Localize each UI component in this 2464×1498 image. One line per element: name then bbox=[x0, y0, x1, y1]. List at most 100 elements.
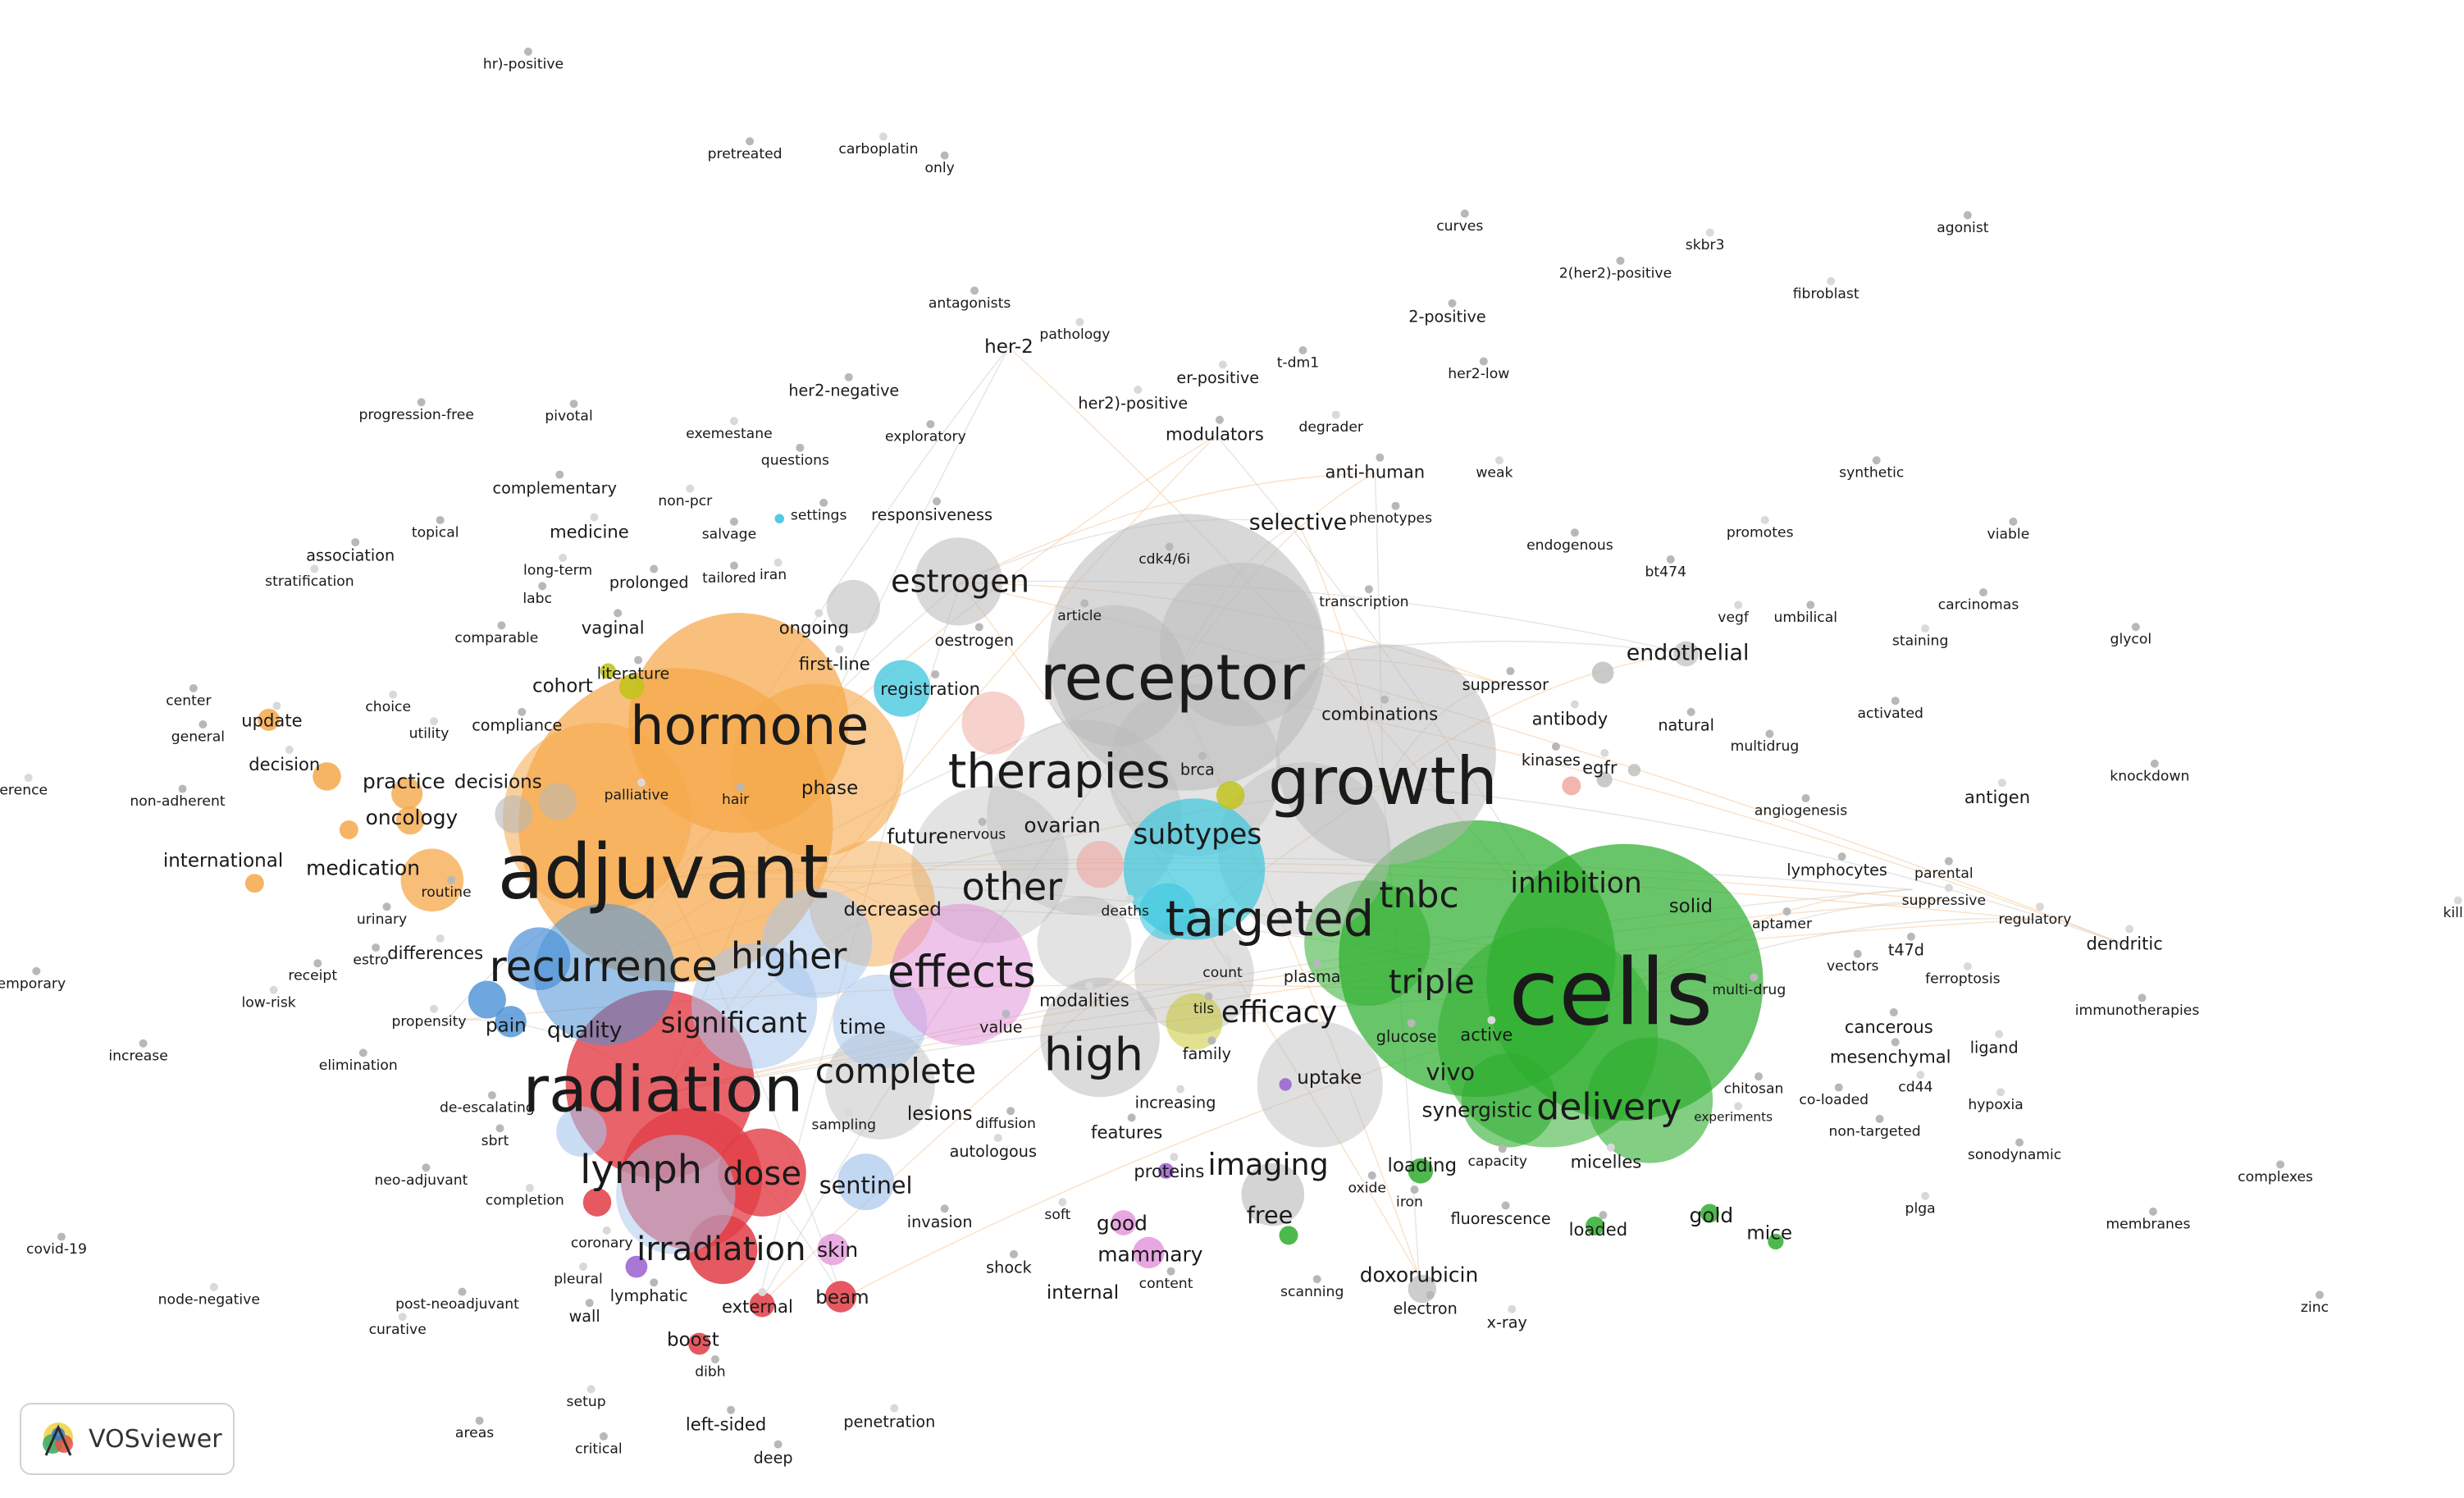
term-label[interactable]: non-pcr bbox=[658, 493, 713, 509]
term-dot[interactable] bbox=[1705, 228, 1714, 237]
term-label[interactable]: progression-free bbox=[358, 407, 473, 423]
term-label[interactable]: chitosan bbox=[1724, 1081, 1784, 1098]
term-dot[interactable] bbox=[758, 1288, 767, 1296]
term-label[interactable]: count bbox=[1202, 965, 1243, 981]
term-dot[interactable] bbox=[993, 1134, 1002, 1143]
term-bubble[interactable] bbox=[1408, 1158, 1434, 1184]
term-label[interactable]: x-ray bbox=[1487, 1313, 1527, 1332]
term-label[interactable]: complementary bbox=[493, 478, 617, 497]
term-dot[interactable] bbox=[1125, 894, 1134, 903]
term-label[interactable]: autologous bbox=[950, 1142, 1037, 1161]
term-dot[interactable] bbox=[198, 720, 208, 728]
term-label[interactable]: dose bbox=[723, 1155, 801, 1193]
term-label[interactable]: bt474 bbox=[1645, 564, 1686, 580]
term-bubble[interactable] bbox=[1241, 1162, 1305, 1226]
term-label[interactable]: soft bbox=[1044, 1207, 1070, 1223]
term-bubble[interactable] bbox=[826, 579, 880, 634]
term-label[interactable]: comparable bbox=[454, 630, 538, 646]
term-label[interactable]: diffusion bbox=[975, 1116, 1036, 1132]
term-label[interactable]: utility bbox=[409, 726, 449, 742]
term-label[interactable]: imaging bbox=[1207, 1147, 1328, 1182]
term-label[interactable]: synergistic bbox=[1422, 1098, 1533, 1121]
term-dot[interactable] bbox=[1176, 1085, 1185, 1094]
term-label[interactable]: parental bbox=[1914, 865, 1973, 882]
term-label[interactable]: hormone bbox=[630, 696, 869, 757]
term-label[interactable]: iran bbox=[760, 567, 787, 583]
term-dot[interactable] bbox=[1606, 1143, 1615, 1152]
term-label[interactable]: features bbox=[1091, 1121, 1162, 1142]
term-dot[interactable] bbox=[1407, 1019, 1416, 1028]
term-label[interactable]: stratification bbox=[265, 573, 354, 590]
term-label[interactable]: 2(her2)-positive bbox=[1559, 265, 1672, 281]
term-label[interactable]: uptake bbox=[1297, 1067, 1362, 1089]
term-dot[interactable] bbox=[2015, 1138, 2024, 1147]
term-dot[interactable] bbox=[1801, 794, 1810, 803]
term-label[interactable]: dibh bbox=[695, 1364, 726, 1381]
term-dot[interactable] bbox=[523, 48, 532, 57]
term-label[interactable]: tailored bbox=[702, 570, 756, 587]
term-dot[interactable] bbox=[1916, 1071, 1925, 1080]
term-bubble[interactable] bbox=[1159, 562, 1324, 727]
term-label[interactable]: kinases bbox=[1522, 751, 1581, 770]
term-label[interactable]: completion bbox=[486, 1193, 564, 1209]
term-dot[interactable] bbox=[579, 1262, 588, 1271]
term-dot[interactable] bbox=[1666, 555, 1675, 564]
term-label[interactable]: high bbox=[1044, 1028, 1143, 1081]
term-label[interactable]: adjuvant bbox=[498, 828, 829, 916]
term-dot[interactable] bbox=[1944, 884, 1953, 893]
term-label[interactable]: antagonists bbox=[929, 295, 1011, 312]
term-label[interactable]: tils bbox=[1193, 1001, 1214, 1017]
term-bubble[interactable] bbox=[395, 806, 425, 835]
term-label[interactable]: capacity bbox=[1467, 1153, 1527, 1170]
term-label[interactable]: urinary bbox=[357, 911, 407, 928]
term-dot[interactable] bbox=[650, 1278, 659, 1287]
term-label[interactable]: oncology bbox=[366, 806, 459, 829]
term-bubble[interactable] bbox=[582, 1188, 612, 1217]
term-dot[interactable] bbox=[1367, 1171, 1376, 1180]
term-bubble[interactable] bbox=[961, 691, 1025, 755]
term-label[interactable]: hypoxia bbox=[1968, 1097, 2023, 1113]
term-dot[interactable] bbox=[1508, 1304, 1517, 1313]
term-dot[interactable] bbox=[1734, 1102, 1743, 1111]
term-label[interactable]: erence bbox=[0, 783, 48, 799]
term-label[interactable]: oxide bbox=[1348, 1180, 1386, 1196]
term-bubble[interactable] bbox=[1111, 1210, 1137, 1235]
term-label[interactable]: recurrence bbox=[490, 943, 718, 992]
term-label[interactable]: staining bbox=[1892, 633, 1948, 650]
term-dot[interactable] bbox=[1364, 585, 1373, 594]
term-label[interactable]: delivery bbox=[1536, 1087, 1681, 1129]
term-dot[interactable] bbox=[1889, 1007, 1898, 1016]
term-label[interactable]: zinc bbox=[2301, 1299, 2329, 1316]
term-label[interactable]: boost bbox=[667, 1330, 719, 1351]
term-dot[interactable] bbox=[729, 561, 738, 570]
term-label[interactable]: selective bbox=[1249, 509, 1347, 535]
term-label[interactable]: inhibition bbox=[1510, 867, 1641, 900]
term-label[interactable]: decreased bbox=[844, 899, 942, 920]
term-bubble[interactable] bbox=[258, 709, 281, 731]
term-label[interactable]: her2)-positive bbox=[1078, 394, 1188, 413]
term-label[interactable]: carboplatin bbox=[838, 141, 918, 158]
term-dot[interactable] bbox=[1204, 992, 1213, 1001]
term-dot[interactable] bbox=[773, 558, 783, 567]
term-bubble[interactable] bbox=[718, 1128, 806, 1217]
term-label[interactable]: efficacy bbox=[1221, 994, 1337, 1030]
term-bubble[interactable] bbox=[616, 1135, 736, 1254]
term-label[interactable]: emporary bbox=[0, 975, 66, 992]
term-dot[interactable] bbox=[1906, 932, 1915, 941]
term-label[interactable]: labc bbox=[522, 591, 552, 607]
term-label[interactable]: de-escalating bbox=[440, 1100, 535, 1117]
term-label[interactable]: sonodynamic bbox=[1968, 1147, 2061, 1163]
term-label[interactable]: electron bbox=[1393, 1299, 1457, 1318]
term-label[interactable]: long-term bbox=[523, 562, 592, 578]
term-label[interactable]: phase bbox=[801, 778, 858, 799]
term-dot[interactable] bbox=[736, 783, 745, 792]
term-dot[interactable] bbox=[1166, 1267, 1175, 1276]
term-dot[interactable] bbox=[796, 443, 805, 452]
term-dot[interactable] bbox=[1506, 667, 1515, 676]
term-label[interactable]: carcinomas bbox=[1938, 597, 2019, 614]
term-label[interactable]: nervous bbox=[949, 826, 1006, 843]
term-dot[interactable] bbox=[1963, 962, 1972, 971]
term-dot[interactable] bbox=[525, 1184, 534, 1193]
term-dot[interactable] bbox=[1170, 1153, 1179, 1162]
term-label[interactable]: post-neoadjuvant bbox=[395, 1296, 519, 1313]
